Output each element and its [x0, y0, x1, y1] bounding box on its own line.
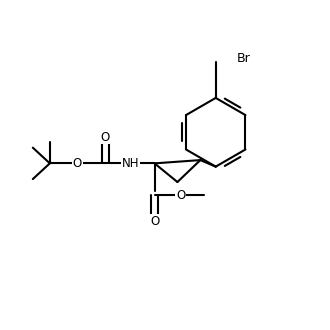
Text: O: O — [176, 189, 185, 202]
Text: O: O — [150, 215, 159, 228]
Text: NH: NH — [122, 157, 139, 170]
Text: O: O — [73, 157, 82, 170]
Text: Br: Br — [237, 52, 251, 65]
Text: O: O — [101, 131, 110, 144]
